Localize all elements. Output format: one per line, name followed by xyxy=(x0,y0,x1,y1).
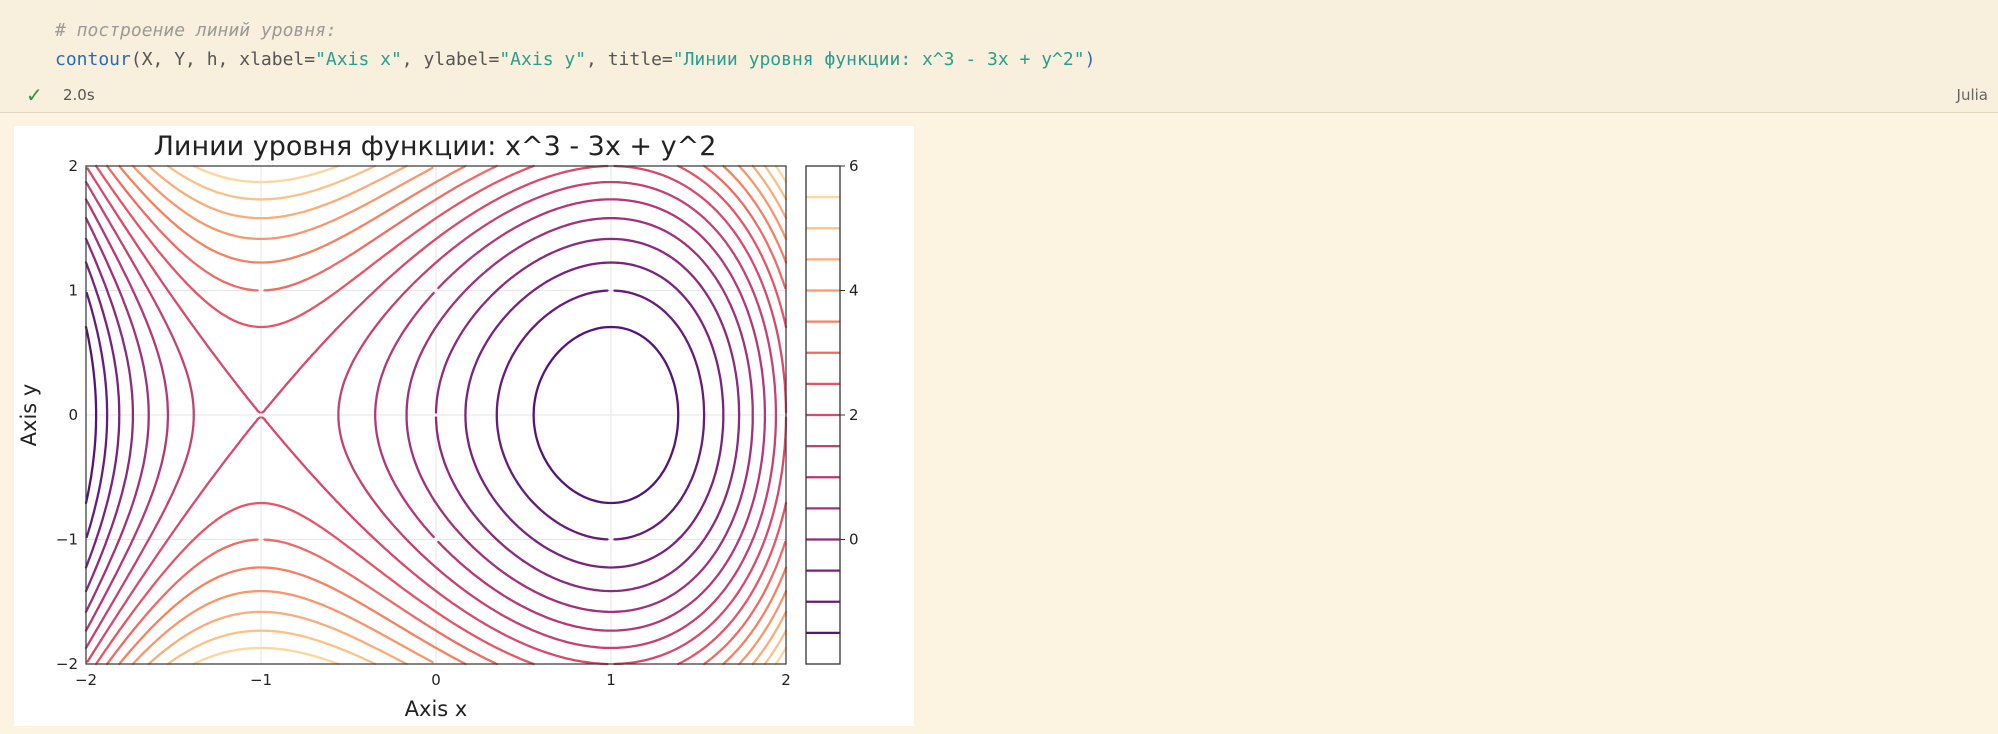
colorbar-tick-label: 0 xyxy=(849,531,859,549)
code-string-title: "Линии уровня функции: x^3 - 3x + y^2" xyxy=(672,49,1085,70)
code-args: , ylabel= xyxy=(401,49,500,70)
y-tick-label: 0 xyxy=(68,406,78,424)
kernel-language[interactable]: Julia xyxy=(1956,86,1988,104)
contour-level xyxy=(118,164,788,666)
axis-ticks: −2−2 −1 −1 0 0 1 1 2 2 xyxy=(56,157,791,689)
contour-level xyxy=(166,164,788,666)
contour-level xyxy=(131,164,788,666)
chart-title: Линии уровня функции: x^3 - 3x + y^2 xyxy=(154,131,717,162)
y-axis-label: Axis y xyxy=(17,384,41,447)
code-line: contour(X, Y, h, xlabel="Axis x", ylabel… xyxy=(55,49,1095,70)
contour-level xyxy=(86,164,788,666)
x-tick-label: −1 xyxy=(250,671,272,689)
execution-duration: 2.0s xyxy=(63,86,95,104)
y-tick-label: −2 xyxy=(56,655,78,673)
code-args: (X, Y, h, xlabel= xyxy=(130,49,316,70)
x-tick-label: 1 xyxy=(606,671,616,689)
contour-plot: Линии уровня функции: x^3 - 3x + y^2 −2−… xyxy=(17,131,859,721)
code-cell[interactable]: # построение линий уровня: contour(X, Y,… xyxy=(0,0,1998,113)
contour-level xyxy=(105,164,787,666)
x-axis-label: Axis x xyxy=(405,697,468,721)
x-tick-label: 0 xyxy=(431,671,441,689)
x-tick-label: 2 xyxy=(781,671,791,689)
plot-frame xyxy=(85,165,787,665)
colorbar-tick-label: 4 xyxy=(849,282,859,300)
contour-lines xyxy=(84,164,788,666)
cell-status-bar: ✓ 2.0s Julia xyxy=(0,80,1998,112)
check-icon: ✓ xyxy=(26,83,43,107)
colorbar: 0 2 4 6 xyxy=(805,157,859,665)
colorbar-tick-label: 6 xyxy=(849,157,859,175)
cell-output: Линии уровня функции: x^3 - 3x + y^2 −2−… xyxy=(14,126,914,726)
code-args: , title= xyxy=(586,49,673,70)
y-tick-label: 1 xyxy=(68,282,78,300)
colorbar-tick-label: 2 xyxy=(849,406,859,424)
code-close-paren: ) xyxy=(1084,49,1096,70)
code-string-ylabel: "Axis y" xyxy=(499,49,587,70)
code-string-xlabel: "Axis x" xyxy=(315,49,402,70)
y-tick-label: −1 xyxy=(56,531,78,549)
y-tick-label: 2 xyxy=(68,157,78,175)
contour-level xyxy=(85,289,706,541)
code-function: contour xyxy=(55,49,131,70)
code-comment: # построение линий уровня: xyxy=(55,20,337,41)
code-editor[interactable]: # построение линий уровня: contour(X, Y,… xyxy=(0,0,1998,80)
x-tick-label: −2 xyxy=(75,671,97,689)
